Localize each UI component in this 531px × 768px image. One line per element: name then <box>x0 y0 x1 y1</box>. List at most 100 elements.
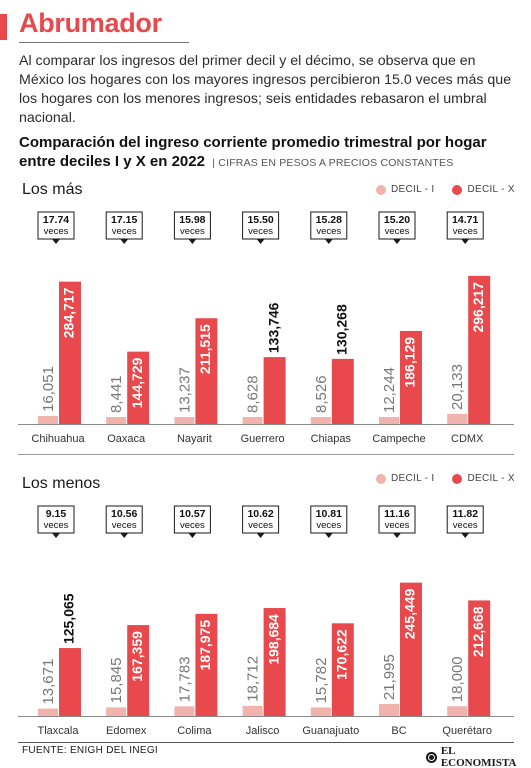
chart-subtitle-sep: | <box>209 157 219 169</box>
category-label-oaxaca: Oaxaca <box>107 433 146 445</box>
ratio-pointer-icon <box>324 239 333 244</box>
ratio-unit-colima: veces <box>180 520 205 531</box>
data-label-decil-x-nayarit: 211,515 <box>197 324 213 374</box>
panel-separator <box>18 454 514 455</box>
ratio-pointer-icon <box>393 239 401 244</box>
legend-label-decil-x: DECIL - X <box>467 473 515 484</box>
ratio-pointer-icon <box>120 239 129 244</box>
legend-label-decil-x: DECIL - X <box>467 184 515 195</box>
panel-title-los-menos: Los menos <box>22 475 101 492</box>
ratio-box-bc <box>378 505 416 534</box>
ratio-pointer-icon <box>120 533 129 538</box>
ratio-pointer-icon <box>52 533 60 538</box>
category-label-campeche: Campeche <box>372 433 425 445</box>
data-label-decil-i-chiapas: 8,526 <box>313 375 330 413</box>
ratio-unit-jalisco: veces <box>248 520 273 531</box>
ratio-value-edomex: 10.56 <box>111 508 137 520</box>
bar-decil-x-chihuahua <box>59 281 81 424</box>
ratio-box-guanajuato <box>310 505 348 534</box>
ratio-pointer-icon <box>188 533 197 538</box>
bar-decil-x-queretaro <box>468 600 491 716</box>
ratio-unit-chihuahua: veces <box>44 226 69 237</box>
ratio-value-jalisco: 10.62 <box>247 508 273 520</box>
category-label-chihuahua: Chihuahua <box>31 433 85 445</box>
data-label-decil-x-guanajuato: 170,622 <box>334 629 350 680</box>
ratio-pointer-icon <box>461 533 470 538</box>
bar-decil-i-bc <box>379 704 399 716</box>
data-label-decil-i-bc: 21,995 <box>381 654 398 700</box>
bar-decil-x-oaxaca <box>127 351 150 424</box>
data-label-decil-x-queretaro: 212,668 <box>470 606 486 657</box>
data-label-decil-x-edomex: 167,359 <box>129 631 145 682</box>
brand-logo: EL ECONOMISTA <box>426 745 531 768</box>
ratio-pointer-icon <box>461 239 470 244</box>
data-label-decil-x-chihuahua: 284,717 <box>61 287 77 338</box>
bar-decil-x-campeche <box>400 330 422 424</box>
ratio-unit-guerrero: veces <box>248 226 273 237</box>
ratio-unit-nayarit: veces <box>180 226 205 237</box>
category-label-guanajuato: Guanajuato <box>302 725 359 737</box>
category-label-bc: BC <box>391 725 406 737</box>
bar-decil-x-jalisco <box>263 608 286 716</box>
data-label-decil-i-campeche: 12,244 <box>381 367 398 413</box>
ratio-unit-oaxaca: veces <box>112 226 137 237</box>
data-label-decil-i-guanajuato: 15,782 <box>313 658 330 704</box>
bar-decil-i-cdmx <box>447 413 468 424</box>
ratio-pointer-icon <box>188 239 197 244</box>
bar-decil-x-guerrero <box>263 357 286 424</box>
chart-subtitle: CIFRAS EN PESOS A PRECIOS CONSTANTES <box>218 157 454 169</box>
ratio-pointer-icon <box>393 533 401 538</box>
ratio-value-queretaro: 11.82 <box>452 508 478 520</box>
ratio-box-campeche <box>378 211 416 240</box>
ratio-box-edomex <box>105 505 143 534</box>
data-label-decil-i-tlaxcala: 13,671 <box>40 659 57 705</box>
ratio-value-campeche: 15.20 <box>384 214 410 226</box>
category-label-chiapas: Chiapas <box>311 433 352 445</box>
ratio-value-colima: 10.57 <box>179 508 205 520</box>
category-label-edomex: Edomex <box>106 725 147 737</box>
ratio-value-cdmx: 14.71 <box>452 214 478 226</box>
data-label-decil-x-cdmx: 296,217 <box>470 282 486 333</box>
ratio-unit-queretaro: veces <box>453 520 478 531</box>
data-label-decil-i-edomex: 15,845 <box>108 658 125 704</box>
data-label-decil-i-colima: 17,783 <box>176 656 193 702</box>
legend-label-decil-i: DECIL - I <box>391 184 435 195</box>
ratio-unit-bc: veces <box>385 520 410 531</box>
chart-title-main: Comparación del ingreso corriente promed… <box>19 134 487 170</box>
legend-item-decil-x: DECIL - X <box>452 473 514 484</box>
legend-bottom: DECIL - I DECIL - X <box>358 473 515 484</box>
ratio-pointer-icon <box>256 533 265 538</box>
bar-decil-x-cdmx <box>468 275 491 424</box>
footer-rule <box>18 742 514 743</box>
data-label-decil-i-nayarit: 13,237 <box>176 367 193 413</box>
category-label-cdmx: CDMX <box>451 433 484 445</box>
bar-decil-i-oaxaca <box>106 417 127 424</box>
bar-decil-x-bc <box>400 582 422 716</box>
ratio-value-chihuahua: 17.74 <box>43 214 69 226</box>
bar-decil-x-tlaxcala <box>59 648 81 716</box>
bar-decil-i-campeche <box>379 417 399 424</box>
bar-decil-x-nayarit <box>195 318 218 424</box>
headline-rule <box>19 42 189 43</box>
ratio-box-tlaxcala <box>37 505 75 534</box>
data-label-decil-i-oaxaca: 8,441 <box>108 375 125 413</box>
bar-decil-i-queretaro <box>447 706 468 716</box>
legend-swatch-decil-i <box>376 184 386 195</box>
ratio-unit-cdmx: veces <box>453 226 478 237</box>
ratio-unit-tlaxcala: veces <box>44 520 69 531</box>
ratio-value-chiapas: 15.28 <box>316 214 342 226</box>
ratio-box-cdmx <box>446 211 484 240</box>
headline-accent-bar <box>0 14 7 40</box>
legend-swatch-decil-i <box>376 473 386 484</box>
data-label-decil-x-colima: 187,975 <box>197 620 213 671</box>
bar-decil-i-chiapas <box>310 417 331 424</box>
legend-top: DECIL - I DECIL - X <box>358 184 515 195</box>
chart-title: Comparación del ingreso corriente promed… <box>19 133 524 173</box>
data-label-decil-x-guerrero: 133,746 <box>265 302 281 353</box>
ratio-value-nayarit: 15.98 <box>179 214 205 226</box>
data-label-decil-x-bc: 245,449 <box>402 588 418 639</box>
brand-mark-icon <box>426 751 437 763</box>
ratio-pointer-icon <box>52 239 60 244</box>
category-label-tlaxcala: Tlaxcala <box>38 725 80 737</box>
